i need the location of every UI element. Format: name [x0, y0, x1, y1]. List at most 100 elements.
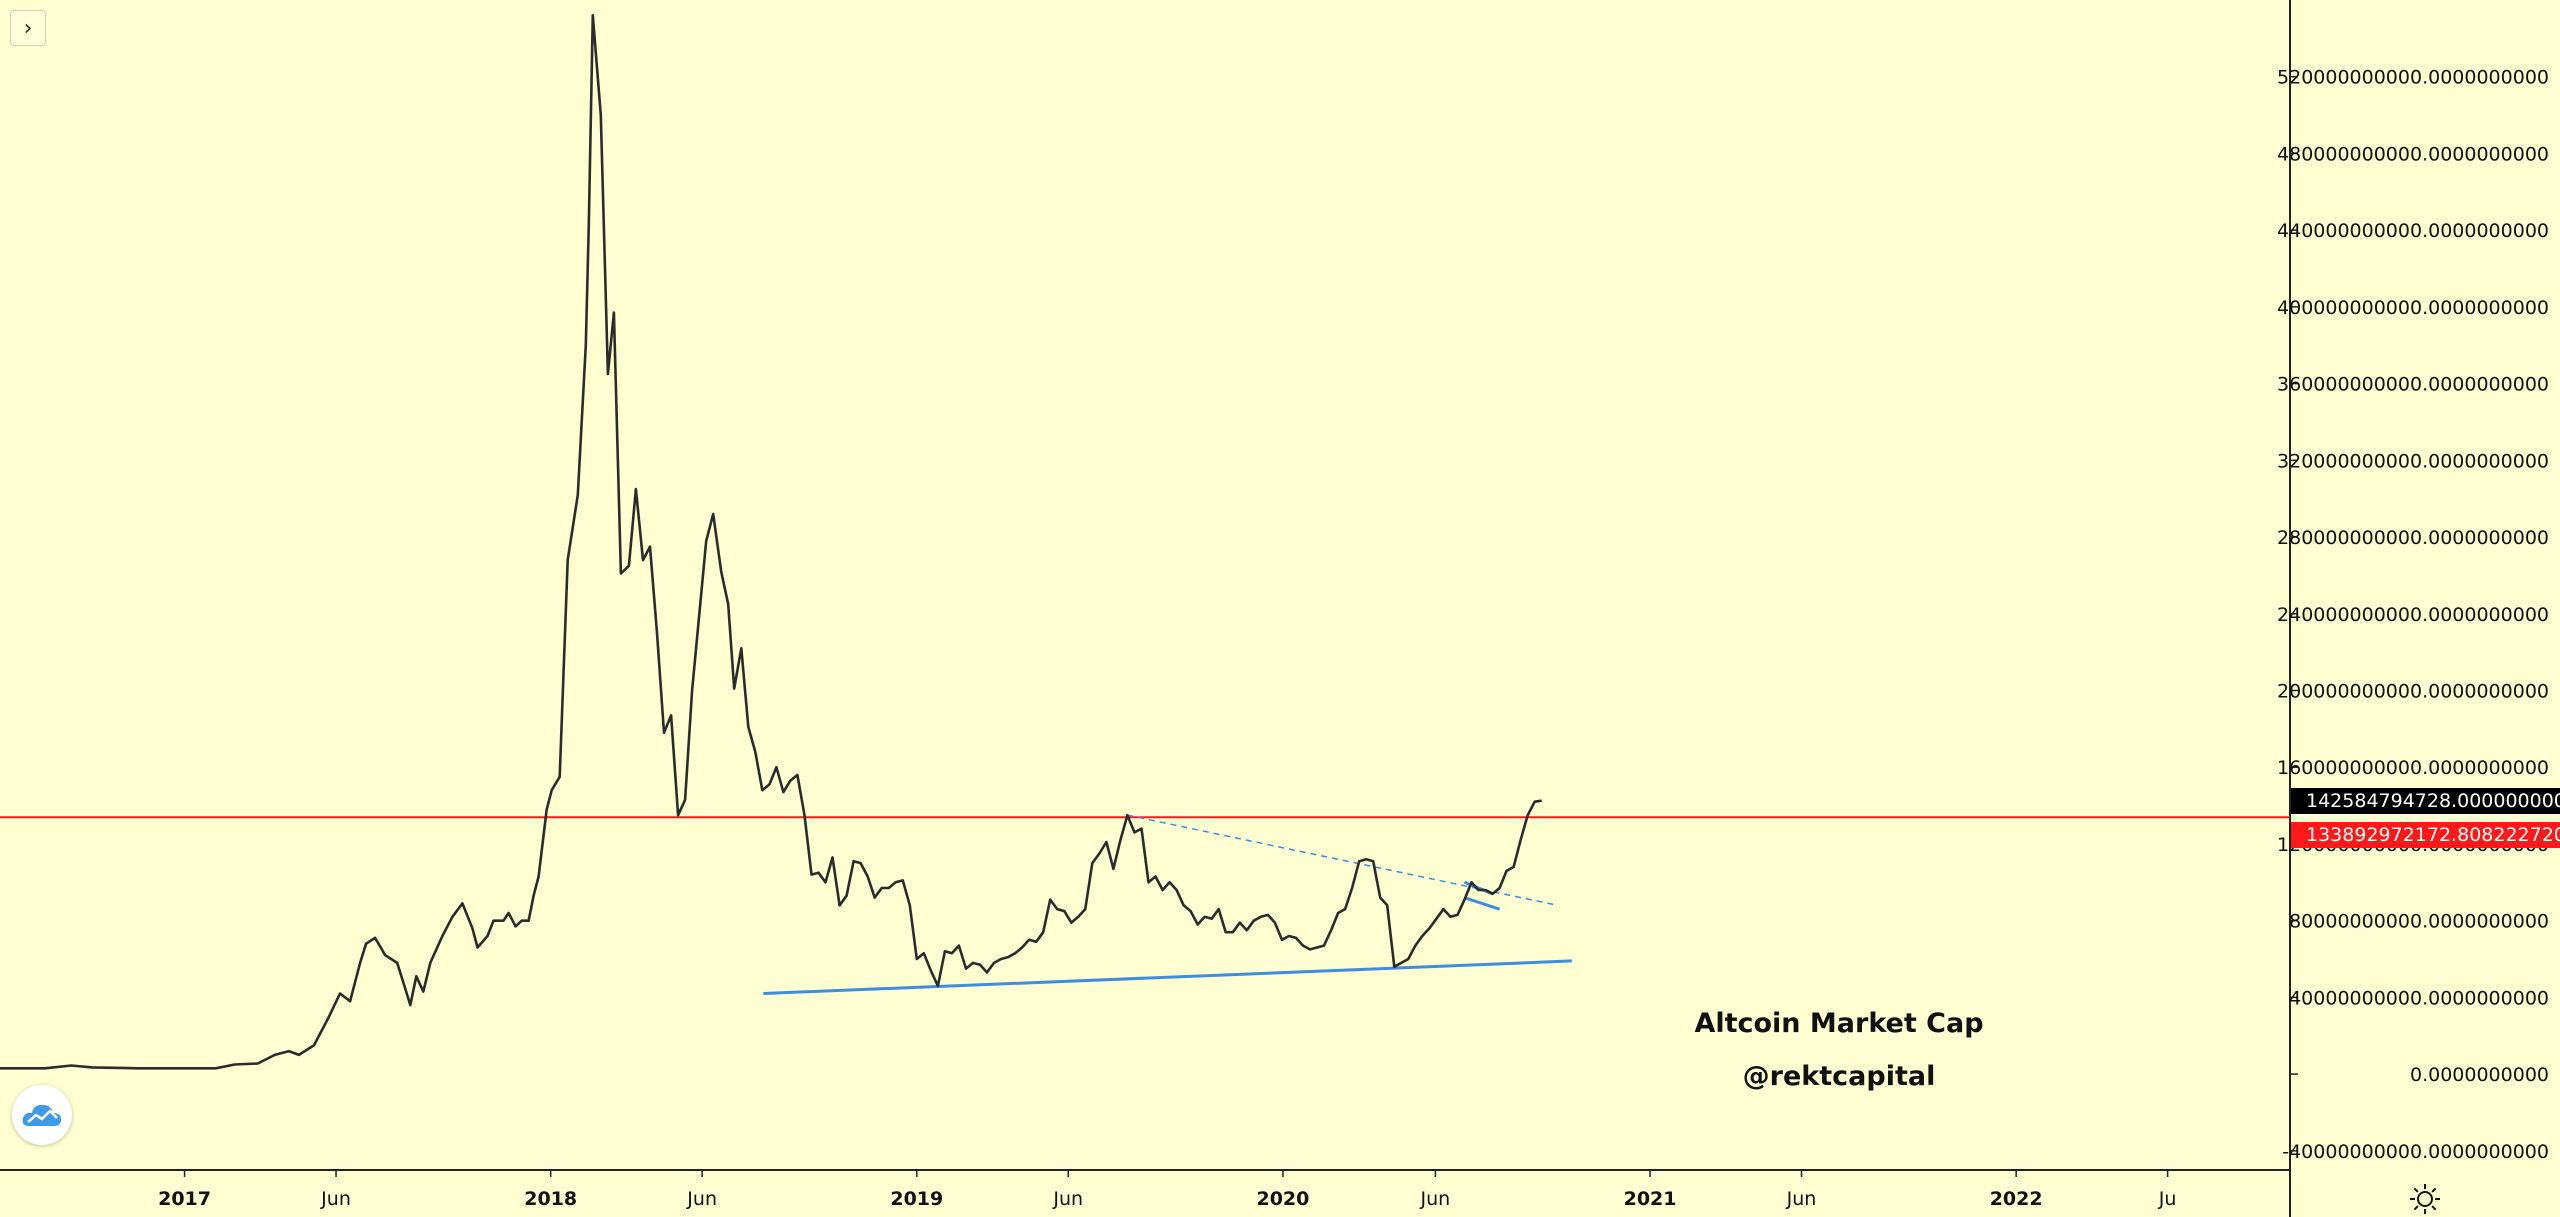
- data-point: [1230, 930, 1235, 935]
- data-point: [683, 797, 688, 802]
- collapse-panel-button[interactable]: ›: [10, 10, 46, 46]
- data-point: [1490, 891, 1495, 896]
- trendline-solid[interactable]: [763, 959, 1572, 996]
- price-tick-label: -40000000000.0000000000: [2282, 1141, 2549, 1163]
- data-point: [338, 991, 343, 996]
- data-point: [1518, 838, 1523, 843]
- data-point: [753, 749, 758, 754]
- data-point: [802, 813, 807, 818]
- data-point: [1322, 943, 1327, 948]
- data-point: [1286, 934, 1291, 939]
- price-tick-label: 360000000000.0000000000: [2277, 374, 2549, 396]
- data-point: [373, 935, 378, 940]
- data-point: [662, 730, 667, 735]
- data-point: [1153, 874, 1158, 879]
- time-tick-label: Ju: [2158, 1188, 2177, 1210]
- data-point: [746, 724, 751, 729]
- data-point: [732, 686, 737, 691]
- annotation-author: @rektcapital: [1742, 1061, 1936, 1092]
- data-point: [1336, 910, 1341, 915]
- data-point: [1399, 960, 1404, 965]
- data-point: [1406, 957, 1411, 962]
- data-point: [1462, 897, 1467, 902]
- data-point: [272, 1052, 277, 1057]
- data-point: [1174, 887, 1179, 892]
- data-point: [501, 918, 506, 923]
- data-point: [1090, 861, 1095, 866]
- time-tick-label: 2021: [1624, 1188, 1677, 1210]
- series-layer: [0, 13, 1542, 1071]
- series-line[interactable]: [0, 14, 1542, 1070]
- data-point: [858, 861, 863, 866]
- gear-icon[interactable]: [2408, 1182, 2442, 1216]
- trendline-solid[interactable]: [1464, 896, 1501, 911]
- data-point: [421, 989, 426, 994]
- data-point: [999, 957, 1004, 962]
- price-tick-label: 160000000000.0000000000: [2277, 757, 2549, 779]
- data-point: [1504, 868, 1509, 873]
- data-point: [1237, 920, 1242, 925]
- price-tick-label: 280000000000.0000000000: [2277, 527, 2549, 549]
- data-point: [348, 999, 353, 1004]
- data-point: [1118, 838, 1123, 843]
- data-point: [1413, 943, 1418, 948]
- data-point: [1329, 928, 1334, 933]
- data-point: [460, 901, 465, 906]
- data-point: [408, 1003, 413, 1008]
- data-point: [364, 941, 369, 946]
- data-point: [182, 1066, 187, 1071]
- data-point: [942, 949, 947, 954]
- data-point: [985, 970, 990, 975]
- data-point: [506, 910, 511, 915]
- data-point: [519, 918, 524, 923]
- data-point: [286, 1049, 291, 1054]
- data-point: [1076, 914, 1081, 919]
- data-point: [830, 855, 835, 860]
- data-point: [590, 13, 595, 18]
- data-point: [1364, 857, 1369, 862]
- data-point: [470, 926, 475, 931]
- data-point: [1420, 934, 1425, 939]
- data-point: [611, 310, 616, 315]
- chevron-right-icon: ›: [23, 15, 33, 41]
- data-point: [485, 934, 490, 939]
- data-point: [626, 563, 631, 568]
- data-point: [900, 878, 905, 883]
- data-point: [1223, 930, 1228, 935]
- data-point: [491, 918, 496, 923]
- price-tick-label: 200000000000.0000000000: [2277, 680, 2549, 702]
- data-point: [1434, 916, 1439, 921]
- data-point: [1202, 914, 1207, 919]
- data-point: [1251, 918, 1256, 923]
- data-point: [914, 957, 919, 962]
- data-point: [1511, 864, 1516, 869]
- data-point: [575, 492, 580, 497]
- data-point: [255, 1061, 260, 1066]
- data-point: [43, 1066, 48, 1071]
- data-point: [1392, 964, 1397, 969]
- data-point: [690, 688, 695, 693]
- cloud-logo-icon: [22, 1104, 62, 1126]
- data-point: [1125, 813, 1130, 818]
- data-point: [1097, 851, 1102, 856]
- data-point: [1300, 943, 1305, 948]
- data-point: [1476, 887, 1481, 892]
- data-point: [1308, 947, 1313, 952]
- price-axis[interactable]: 520000000000.0000000000 480000000000.0000…: [2277, 67, 2549, 1163]
- data-point: [395, 960, 400, 965]
- data-point: [669, 713, 674, 718]
- plot-area[interactable]: [0, 0, 2290, 1170]
- data-point: [1027, 937, 1032, 942]
- data-point: [1104, 840, 1109, 845]
- time-axis[interactable]: 2017 Jun 2018 Jun 2019 Jun 2020 Jun 2021 Jun 2022 J…: [158, 1170, 2176, 1210]
- data-point: [1244, 928, 1249, 933]
- data-point: [774, 765, 779, 770]
- data-point: [536, 874, 541, 879]
- time-tick-label: 2022: [1990, 1188, 2043, 1210]
- data-point: [977, 962, 982, 967]
- data-point: [1315, 945, 1320, 950]
- logo-button[interactable]: [12, 1085, 72, 1145]
- data-point: [1279, 937, 1284, 942]
- price-tick-label: 80000000000.0000000000: [2289, 911, 2549, 933]
